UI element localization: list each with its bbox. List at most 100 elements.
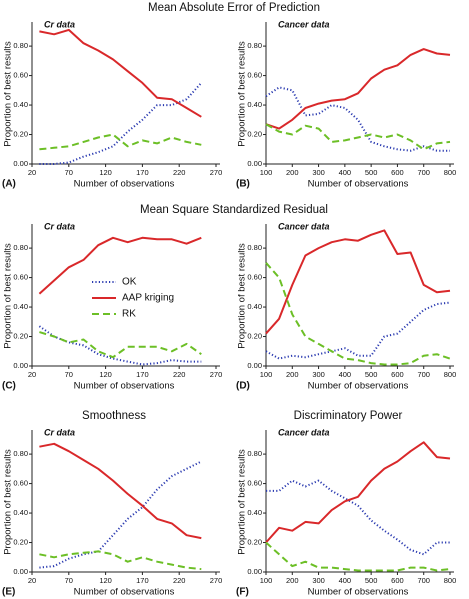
x-axis-label: Number of observations: [74, 179, 175, 190]
y-tick-label: 0.20: [13, 130, 28, 139]
x-tick-label: 170: [136, 370, 149, 379]
x-tick-label: 300: [312, 576, 325, 585]
y-axis-label: Proportion of best results: [237, 41, 248, 147]
section-title: Mean Square Standardized Residual: [140, 204, 328, 216]
x-tick-label: 500: [365, 370, 378, 379]
x-axis-label: Number of observations: [308, 179, 409, 190]
section-title: Mean Absolute Error of Prediction: [148, 2, 320, 14]
y-tick-label: 0.40: [247, 302, 262, 311]
x-tick-label: 100: [260, 576, 273, 585]
series-line: [39, 28, 202, 118]
panel-label: (A): [2, 179, 16, 190]
y-axis-label: Proportion of best results: [3, 449, 14, 555]
series-line: [38, 325, 202, 366]
y-tick-label: 0.20: [247, 538, 262, 547]
x-tick-label: 200: [286, 168, 299, 177]
x-tick-label: 200: [286, 370, 299, 379]
x-tick-label: 800: [444, 168, 457, 177]
series-line: [265, 48, 451, 130]
panel-label: (C): [2, 381, 16, 392]
series-line: [265, 229, 451, 335]
series-line: [38, 236, 202, 295]
x-tick-label: 20: [28, 370, 36, 379]
x-tick-label: 170: [136, 168, 149, 177]
x-tick-label: 120: [99, 576, 112, 585]
series-line: [265, 301, 451, 360]
section-title: Smoothness: [82, 410, 146, 422]
series-line: [265, 441, 451, 544]
x-tick-label: 170: [136, 576, 149, 585]
y-tick-label: 0.20: [13, 332, 28, 341]
x-tick-label: 600: [391, 370, 404, 379]
legend-label: RK: [122, 309, 136, 320]
x-tick-label: 400: [339, 370, 352, 379]
y-tick-label: 0.60: [247, 479, 262, 488]
x-tick-label: 500: [365, 576, 378, 585]
series-line: [265, 123, 451, 151]
section-title: Discriminatory Power: [294, 410, 403, 422]
series-line: [39, 133, 202, 151]
x-tick-label: 220: [173, 168, 186, 177]
panel-subtitle: Cancer data: [278, 221, 330, 231]
y-axis-label: Proportion of best results: [237, 449, 248, 555]
x-tick-label: 700: [417, 576, 430, 585]
x-tick-label: 270: [210, 168, 223, 177]
panel-label: (D): [236, 381, 250, 392]
x-tick-label: 270: [210, 576, 223, 585]
x-tick-label: 100: [260, 370, 273, 379]
x-tick-label: 70: [65, 370, 73, 379]
y-tick-label: 0.00: [247, 567, 262, 576]
x-tick-label: 800: [444, 576, 457, 585]
x-tick-label: 700: [417, 370, 430, 379]
x-tick-label: 220: [173, 576, 186, 585]
series-line: [39, 442, 202, 540]
y-tick-label: 0.00: [13, 567, 28, 576]
x-tick-label: 100: [260, 168, 273, 177]
y-tick-label: 0.80: [13, 41, 28, 50]
panel-subtitle: Cancer data: [278, 427, 330, 437]
x-tick-label: 20: [28, 168, 36, 177]
x-tick-label: 200: [286, 576, 299, 585]
x-tick-label: 700: [417, 168, 430, 177]
y-tick-label: 0.40: [13, 302, 28, 311]
y-tick-label: 0.00: [247, 159, 262, 168]
y-tick-label: 0.80: [247, 41, 262, 50]
x-tick-label: 300: [312, 168, 325, 177]
y-axis-label: Proportion of best results: [237, 243, 248, 349]
y-tick-label: 0.00: [13, 361, 28, 370]
x-axis-label: Number of observations: [74, 587, 175, 598]
x-tick-label: 500: [365, 168, 378, 177]
series-line: [265, 541, 451, 572]
y-tick-label: 0.00: [13, 159, 28, 168]
y-tick-label: 0.40: [13, 100, 28, 109]
y-tick-label: 0.20: [247, 332, 262, 341]
x-tick-label: 120: [99, 370, 112, 379]
x-tick-label: 270: [210, 370, 223, 379]
y-tick-label: 0.80: [247, 243, 262, 252]
x-tick-label: 600: [391, 168, 404, 177]
legend-label: OK: [122, 277, 137, 288]
series-line: [39, 460, 202, 569]
panel-label: (E): [2, 587, 15, 598]
y-axis-label: Proportion of best results: [3, 243, 14, 349]
panel-label: (F): [236, 587, 249, 598]
x-tick-label: 600: [391, 576, 404, 585]
x-tick-label: 70: [65, 576, 73, 585]
y-tick-label: 0.60: [13, 273, 28, 282]
y-tick-label: 0.80: [13, 243, 28, 252]
y-tick-label: 0.80: [13, 449, 28, 458]
series-line: [39, 550, 202, 571]
y-tick-label: 0.40: [247, 100, 262, 109]
y-tick-label: 0.40: [13, 508, 28, 517]
x-tick-label: 220: [173, 370, 186, 379]
y-tick-label: 0.60: [247, 71, 262, 80]
series-line: [265, 262, 451, 366]
x-axis-label: Number of observations: [308, 587, 409, 598]
x-axis-label: Number of observations: [74, 381, 175, 392]
x-tick-label: 800: [444, 370, 457, 379]
y-tick-label: 0.40: [247, 508, 262, 517]
y-tick-label: 0.60: [13, 479, 28, 488]
y-tick-label: 0.60: [247, 273, 262, 282]
legend-label: AAP kriging: [122, 293, 174, 304]
x-axis-label: Number of observations: [308, 381, 409, 392]
